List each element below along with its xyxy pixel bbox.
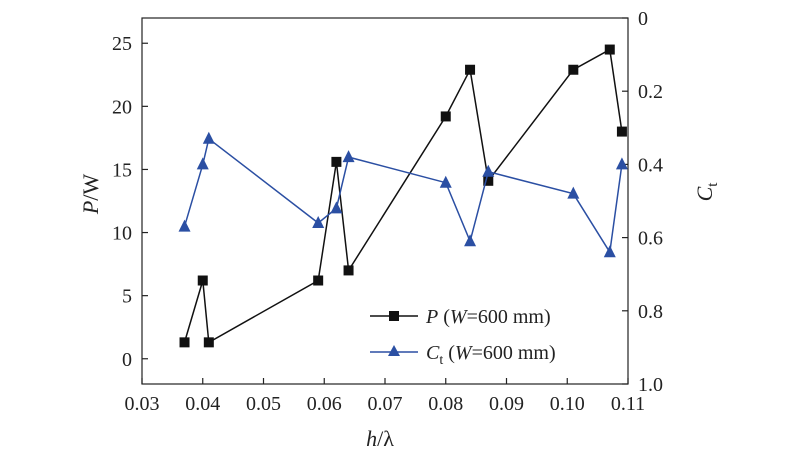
series-line-1 bbox=[183, 137, 623, 255]
data-point-triangle bbox=[312, 215, 325, 228]
legend: P (W=600 mm) Ct (W=600 mm) bbox=[370, 306, 556, 368]
y-right-tick-label: 0 bbox=[638, 8, 648, 30]
y-axis-right-label: Ct bbox=[692, 182, 721, 202]
y-right-tick-label: 0.6 bbox=[638, 228, 663, 250]
data-point-square bbox=[331, 156, 342, 167]
data-point-square bbox=[197, 275, 208, 286]
plot-frame: 0.03 0.04 0.05 0.06 0.07 0.08 0.09 0.10 0.11 0 5 10… bbox=[112, 8, 663, 415]
data-point-square bbox=[203, 337, 214, 348]
y-right-tick-label: 1.0 bbox=[638, 374, 663, 396]
y-left-tick-label: 10 bbox=[112, 223, 132, 245]
x-tick-label: 0.11 bbox=[611, 393, 645, 415]
x-tick-label: 0.03 bbox=[125, 393, 160, 415]
y-left-tick-label: 15 bbox=[112, 159, 132, 181]
data-point-triangle bbox=[196, 157, 209, 170]
series-layer bbox=[178, 44, 628, 348]
x-tick-label: 0.10 bbox=[550, 393, 585, 415]
data-point-triangle bbox=[464, 234, 477, 247]
data-point-triangle bbox=[603, 245, 616, 258]
data-point-triangle bbox=[615, 157, 628, 170]
y-axis-left-label: P/W bbox=[78, 174, 103, 216]
data-point-triangle bbox=[330, 201, 343, 214]
data-point-triangle bbox=[342, 150, 355, 163]
data-point-triangle bbox=[567, 186, 580, 199]
y-left-tick-label: 25 bbox=[112, 33, 132, 55]
data-point-square bbox=[343, 265, 354, 276]
data-point-square bbox=[465, 64, 476, 75]
x-tick-label: 0.09 bbox=[489, 393, 524, 415]
x-tick-label: 0.04 bbox=[185, 393, 220, 415]
y-right-tick-label: 0.8 bbox=[638, 301, 663, 323]
legend-label-ct: Ct (W=600 mm) bbox=[426, 342, 556, 368]
y-left-tick-label: 20 bbox=[112, 96, 132, 118]
y-left-tick-label: 5 bbox=[122, 286, 132, 308]
data-point-square bbox=[604, 44, 615, 55]
y-right-tick-label: 0.4 bbox=[638, 154, 663, 176]
x-tick-label: 0.05 bbox=[246, 393, 281, 415]
data-point-triangle bbox=[202, 131, 215, 144]
data-point-triangle bbox=[439, 175, 452, 188]
legend-marker-triangle bbox=[388, 345, 400, 356]
data-point-square bbox=[616, 126, 627, 137]
x-axis-label: h/λ bbox=[366, 426, 394, 451]
y-right-tick-label: 0.2 bbox=[638, 81, 663, 103]
data-point-square bbox=[440, 111, 451, 122]
data-point-square bbox=[568, 64, 579, 75]
data-point-square bbox=[179, 337, 190, 348]
data-point-square bbox=[313, 275, 324, 286]
data-point-triangle bbox=[178, 219, 191, 232]
x-tick-label: 0.07 bbox=[368, 393, 403, 415]
x-tick-label: 0.06 bbox=[307, 393, 342, 415]
legend-marker-square bbox=[389, 311, 399, 321]
series-line-0 bbox=[183, 48, 623, 344]
data-point-square bbox=[483, 175, 494, 186]
y-left-tick-label: 0 bbox=[122, 349, 132, 371]
x-tick-label: 0.08 bbox=[428, 393, 463, 415]
legend-label-p: P (W=600 mm) bbox=[425, 306, 551, 328]
data-point-triangle bbox=[482, 164, 495, 177]
plot-border bbox=[141, 17, 629, 385]
